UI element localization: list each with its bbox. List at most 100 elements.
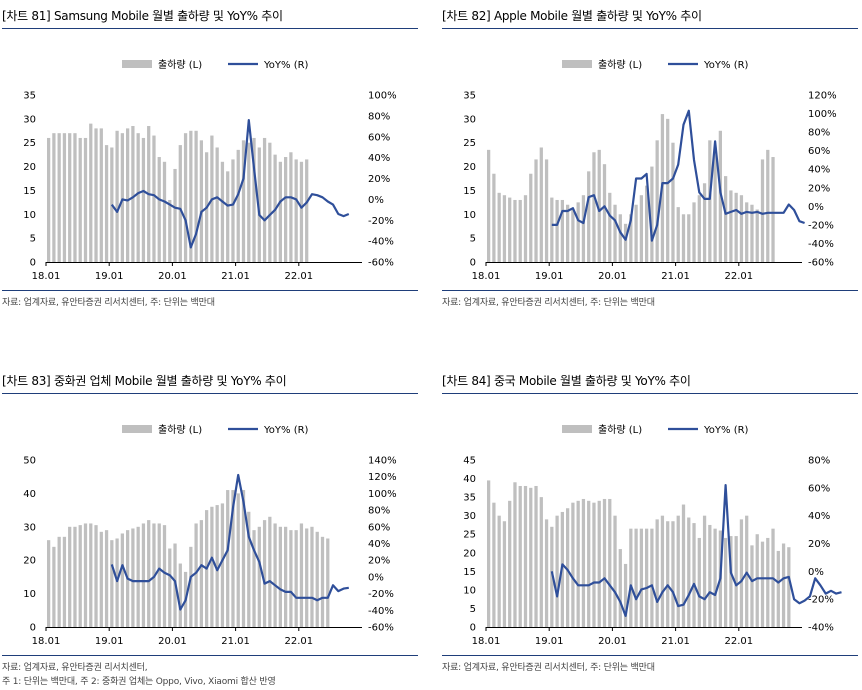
shipment-bar — [660, 515, 665, 627]
shipment-bar — [157, 523, 161, 627]
shipment-bar — [257, 526, 261, 627]
shipment-bar — [571, 209, 575, 262]
shipment-bar — [497, 192, 501, 262]
shipment-bar — [502, 195, 507, 262]
y-right-tick-label: 20% — [808, 183, 830, 194]
shipment-bar — [597, 500, 601, 627]
shipment-bar — [571, 502, 575, 627]
shipment-bar — [734, 192, 738, 262]
shipment-bar — [692, 523, 696, 627]
shipment-bar — [608, 192, 612, 262]
y-left-tick-label: 10 — [463, 585, 476, 596]
shipment-bar — [534, 485, 538, 627]
y-right-tick-label: -60% — [368, 258, 394, 269]
shipment-bar — [629, 214, 633, 262]
y-left-tick-label: 10 — [463, 210, 476, 221]
bottom-rule — [442, 655, 858, 656]
y-right-tick-label: 40% — [368, 539, 390, 550]
y-right-tick-label: 0% — [368, 195, 384, 206]
shipment-bar — [262, 137, 267, 262]
shipment-bar — [750, 204, 754, 262]
shipment-bar — [289, 530, 293, 627]
shipment-bar — [745, 515, 749, 627]
shipment-bar — [78, 525, 82, 627]
shipment-bar — [671, 521, 675, 627]
shipment-bar — [544, 159, 549, 262]
shipment-bar — [523, 195, 528, 262]
x-tick-label: 22.01 — [284, 636, 313, 647]
shipment-bar — [57, 536, 61, 627]
y-right-tick-label: 0% — [368, 572, 384, 583]
x-tick-label: 18.01 — [32, 636, 61, 647]
shipment-bar — [597, 149, 601, 262]
shipment-bar — [162, 161, 167, 262]
y-left-tick-label: 40 — [463, 474, 476, 485]
chart-82: 출하량 (L) YoY% (R) 0 5 10 15 20 25 30 35 -60% -40% -20… — [463, 58, 837, 282]
y-left-tick-label: 0 — [470, 258, 476, 269]
shipment-bar — [676, 207, 680, 262]
y-right-tick-label: 0% — [808, 202, 824, 213]
shipment-bar — [226, 490, 230, 627]
x-tick-label: 22.01 — [724, 271, 753, 282]
legend-label: YoY% (R) — [703, 60, 749, 71]
x-tick-label: 18.01 — [472, 636, 501, 647]
x-tick-label: 22.01 — [284, 271, 313, 282]
bottom-rule — [2, 290, 418, 291]
y-right-tick-label: -60% — [808, 258, 834, 269]
shipment-bar — [47, 540, 51, 627]
shipment-bar — [587, 171, 591, 262]
y-right-tick-label: 20% — [368, 556, 390, 567]
shipment-bar — [120, 133, 124, 262]
shipment-bar — [126, 128, 130, 262]
shipment-bar — [247, 142, 251, 262]
legend-bar-swatch — [562, 425, 592, 433]
shipment-bar — [305, 528, 309, 627]
y-left-tick-label: 0 — [470, 623, 476, 634]
shipment-bar — [147, 520, 151, 627]
shipment-bar — [766, 537, 770, 627]
shipment-bar — [513, 482, 517, 627]
x-tick-label: 20.01 — [158, 636, 187, 647]
bottom-rule — [442, 290, 858, 291]
y-right-tick-label: 140% — [368, 456, 397, 467]
shipment-bar — [173, 168, 177, 262]
shipment-bar — [645, 528, 649, 627]
shipment-bar — [68, 526, 72, 627]
y-right-tick-label: 40% — [368, 153, 390, 164]
x-tick-label: 21.01 — [661, 636, 690, 647]
y-right-tick-label: 60% — [808, 146, 830, 157]
y-right-tick-label: 80% — [368, 506, 390, 517]
shipment-bar — [771, 157, 775, 262]
shipment-bar — [692, 202, 696, 262]
shipment-bar — [115, 538, 119, 627]
y-right-tick-label: -40% — [368, 606, 394, 617]
y-right-tick-label: 100% — [808, 109, 837, 120]
shipment-bar — [602, 498, 607, 627]
legend-label: 출하량 (L) — [158, 58, 202, 71]
shipment-bar — [241, 490, 246, 627]
y-left-tick-label: 50 — [23, 456, 36, 467]
y-left-tick-label: 10 — [23, 589, 36, 600]
x-tick-label: 18.01 — [472, 271, 501, 282]
x-tick-label: 19.01 — [535, 271, 564, 282]
title-rule — [2, 28, 418, 29]
shipment-bar — [755, 534, 759, 627]
shipment-bar — [497, 515, 501, 627]
y-left-tick-label: 25 — [463, 138, 476, 149]
shipment-bar — [687, 517, 691, 627]
shipment-bar — [183, 133, 188, 262]
y-left-tick-label: 35 — [463, 493, 476, 504]
shipment-bar — [231, 159, 235, 262]
shipment-bar — [199, 520, 203, 627]
shipment-bar — [278, 161, 282, 262]
legend-bar-swatch — [122, 60, 152, 68]
shipment-bar — [576, 500, 580, 627]
shipment-bar — [713, 147, 717, 262]
shipment-bar — [729, 536, 733, 627]
shipment-bar — [99, 531, 103, 627]
shipment-bar — [131, 528, 135, 627]
yoy-line — [551, 109, 805, 242]
chart-81: 출하량 (L) YoY% (R) 0 5 10 15 20 25 30 35 -60% -40% -20… — [23, 58, 396, 282]
y-left-tick-label: 45 — [463, 456, 476, 467]
y-left-tick-label: 0 — [30, 258, 36, 269]
